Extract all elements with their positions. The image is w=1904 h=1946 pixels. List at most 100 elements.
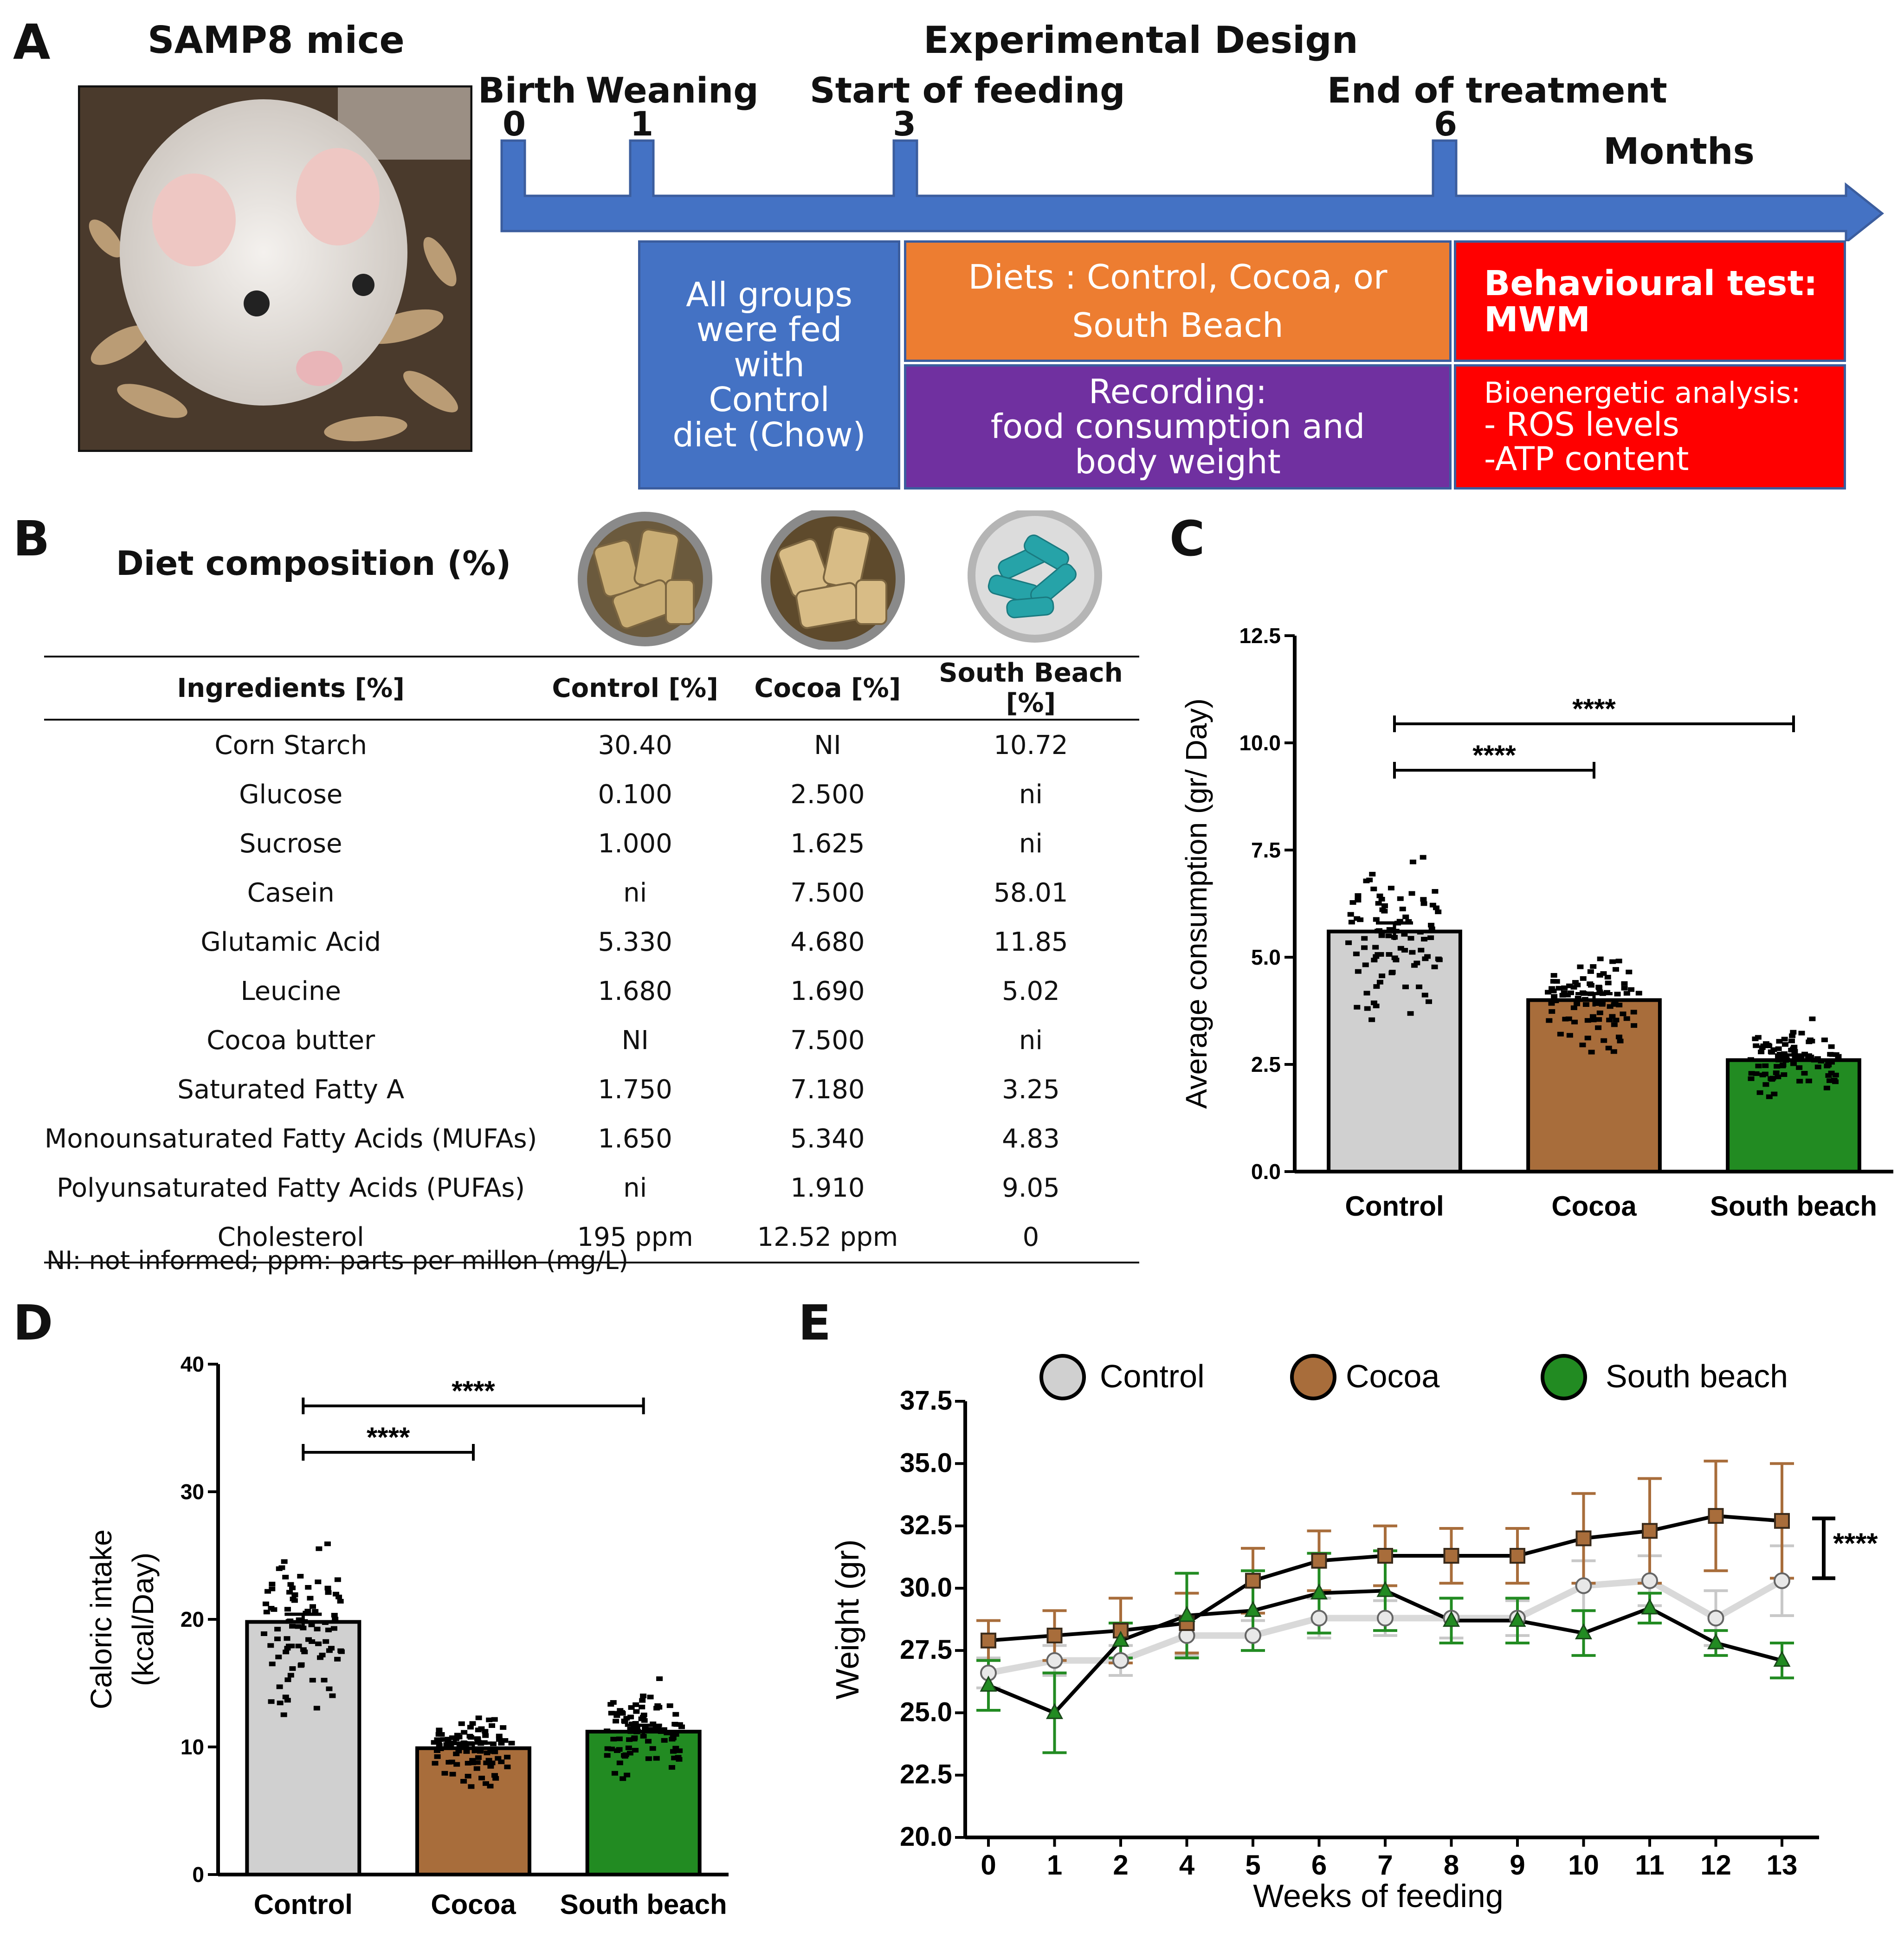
x-tick-label: 7 [1377,1849,1393,1881]
data-point [1774,1064,1781,1069]
data-point [1566,983,1573,988]
bioenergetic-line-3: -ATP content [1484,439,1689,478]
data-point [1607,1004,1614,1009]
category-label: Control [1345,1191,1444,1222]
cell-southbeach: ni [1019,1025,1043,1056]
data-point [1748,1076,1755,1081]
data-point [325,1590,332,1595]
data-point [284,1698,291,1703]
data-point [1621,986,1628,991]
cell-ingredient: Leucine [240,976,341,1006]
x-tick-label: 13 [1767,1849,1798,1881]
cell-control: 5.330 [598,927,672,957]
data-point [1590,1018,1597,1023]
table-row: Polyunsaturated Fatty Acids (PUFAs) ni 1.9… [44,1163,1139,1212]
behaviour-line-1: Behavioural test: [1484,264,1818,303]
data-point [1401,932,1408,937]
cell-southbeach: 10.72 [994,730,1068,760]
data-point [1373,917,1380,922]
data-point [461,1730,468,1735]
data-point [1760,1043,1767,1048]
y-tick-label: 12.5 [1239,624,1281,648]
bar [1327,929,1462,1173]
y-tick-label: 5.0 [1251,945,1281,969]
data-point [634,1729,641,1734]
data-point [1623,991,1630,996]
cell-cocoa: 1.625 [790,828,865,859]
data-point [434,1737,441,1742]
chow-line-4: Control [709,380,830,419]
data-point [1407,936,1414,941]
data-point [1561,990,1568,995]
data-point [1621,981,1628,986]
data-point [1046,1703,1063,1719]
data-point [1361,936,1368,941]
data-point [453,1751,460,1756]
data-point [1829,1052,1836,1057]
data-point [321,1677,328,1682]
data-point [500,1725,507,1730]
data-point [1409,950,1416,955]
data-point [607,1702,614,1707]
cell-control: 1.650 [598,1123,672,1154]
data-point [1377,1610,1394,1627]
data-point [1642,1523,1658,1539]
data-point [332,1617,339,1622]
data-point [1599,1000,1606,1005]
cell-cocoa: 1.910 [790,1173,865,1203]
chart-d-caloric-intake: 0 10 20 30 40 Caloric intake Control Cocoa South… [84,1352,729,1920]
table-row: Cocoa butter NI 7.500 ni [44,1016,1139,1065]
data-point [1635,991,1642,996]
data-point [1354,916,1361,921]
y-tick-label: 35.0 [900,1448,952,1478]
data-point [309,1639,316,1644]
data-point [1427,935,1434,940]
data-point [666,1703,673,1708]
data-point [1376,928,1383,933]
data-point [1372,945,1379,950]
data-point [285,1643,292,1649]
cell-ingredient: Sucrose [239,828,342,859]
data-point [1428,926,1435,931]
data-point [489,1723,496,1728]
data-point [475,1727,482,1733]
data-point [1579,1043,1586,1048]
data-point [1371,958,1378,963]
y-tick-label: 30.0 [900,1572,952,1603]
data-point [1782,1042,1789,1047]
data-point [1575,1530,1592,1546]
data-point [1811,1057,1818,1063]
data-point [334,1656,341,1662]
data-point [1824,1063,1831,1069]
data-point [1310,1583,1328,1600]
data-point [669,1737,676,1742]
diet-composition-table: Ingredients [%] Control [%] Cocoa [%] So… [44,656,1139,1263]
data-point [1375,952,1381,957]
data-point [1510,1548,1525,1564]
data-point [1399,907,1406,912]
data-point [1610,1049,1617,1054]
y-tick-label: 10.0 [1239,731,1281,755]
data-point [642,1726,649,1731]
data-point [1409,859,1416,864]
cell-control: 1.000 [598,828,672,859]
data-point [281,1559,288,1564]
cell-control: ni [623,877,647,908]
data-point [1565,1016,1572,1021]
data-point [1805,1078,1812,1083]
cell-southbeach: 4.83 [1002,1123,1060,1154]
data-point [620,1776,626,1781]
data-point [1615,959,1622,964]
panel-d-label: D [13,1295,53,1351]
data-point [1443,1548,1459,1564]
data-point [282,1695,289,1700]
data-point [467,1735,474,1740]
data-point [287,1673,294,1678]
data-point [646,1727,653,1732]
data-point [1789,1033,1796,1038]
data-point [1385,934,1392,939]
data-point [1584,1036,1591,1041]
data-point [487,1749,494,1754]
data-point [312,1609,319,1614]
data-point [1379,973,1386,979]
